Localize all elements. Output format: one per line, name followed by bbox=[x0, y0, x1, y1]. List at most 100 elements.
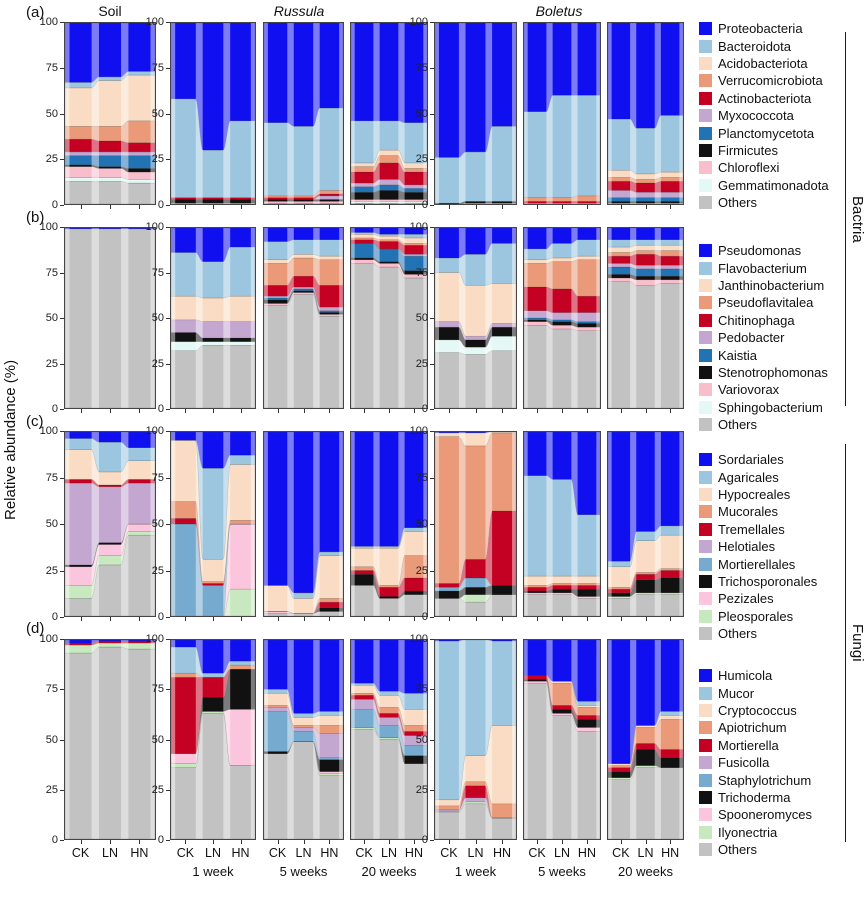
legend-swatch-icon bbox=[699, 74, 712, 88]
x-tick-mark bbox=[645, 840, 647, 844]
y-tick-mark bbox=[166, 363, 170, 365]
legend-label: Others bbox=[718, 195, 758, 211]
y-tick-mark bbox=[166, 570, 170, 572]
legend-swatch-icon bbox=[699, 22, 712, 36]
x-tick-mark bbox=[303, 617, 305, 621]
legend-label: Others bbox=[718, 842, 758, 858]
bracket-line bbox=[845, 32, 846, 406]
legend-item-janthinobacterium: Janthinobacterium bbox=[699, 277, 828, 294]
y-tick-mark bbox=[166, 840, 170, 841]
legend-label: Pezizales bbox=[718, 591, 774, 607]
stacked-area-chart bbox=[606, 638, 685, 841]
y-tick-mark bbox=[430, 363, 434, 365]
legend-label: Planctomycetota bbox=[718, 125, 815, 141]
legend-item-fusicolla: Fusicolla bbox=[699, 754, 812, 771]
x-tick-mark bbox=[475, 617, 477, 621]
y-tick-mark bbox=[60, 159, 64, 161]
y-tick-mark bbox=[60, 409, 64, 410]
legend-swatch-icon bbox=[699, 843, 712, 857]
time-label: 1 week bbox=[454, 864, 497, 879]
legend-swatch-icon bbox=[699, 278, 712, 292]
panel-d-russula-20weeks bbox=[349, 638, 429, 841]
legend-swatch-icon bbox=[699, 56, 712, 70]
legend-swatch-icon bbox=[699, 505, 712, 519]
legend-swatch-icon bbox=[699, 773, 712, 787]
x-tick-mark bbox=[329, 840, 331, 844]
x-tick-mark bbox=[670, 205, 672, 209]
x-tick-mark bbox=[80, 205, 82, 209]
x-tick-mark bbox=[277, 205, 279, 209]
y-tick-label: 50 bbox=[151, 733, 164, 746]
time-label: 5 weeks bbox=[538, 864, 586, 879]
x-tick-mark bbox=[586, 617, 588, 621]
x-category-label: HN bbox=[320, 846, 339, 860]
area-others bbox=[522, 325, 602, 410]
y-tick-mark bbox=[60, 318, 64, 319]
fungi-bracket: Fungi bbox=[845, 444, 865, 842]
legend-swatch-icon bbox=[699, 790, 712, 804]
x-category-label: LN bbox=[295, 846, 312, 860]
legend-swatch-icon bbox=[699, 738, 712, 752]
x-tick-mark bbox=[413, 409, 415, 413]
y-tick-mark bbox=[60, 363, 64, 365]
y-tick-label: 25 bbox=[151, 357, 164, 370]
x-tick-mark bbox=[303, 205, 305, 209]
column-title-boletus: Boletus bbox=[535, 3, 583, 19]
legend-bacteria-genera: Pseudomonas Flavobacterium Janthinobacteri… bbox=[699, 242, 828, 433]
panel-c-russula-1week bbox=[169, 430, 257, 618]
legend-swatch-icon bbox=[699, 400, 712, 414]
x-category-label: HN bbox=[231, 846, 250, 860]
y-tick-mark bbox=[430, 227, 434, 228]
legend-item-flavobacterium: Flavobacterium bbox=[699, 259, 828, 276]
legend-item-hypocreales: Hypocreales bbox=[699, 486, 817, 503]
x-category-label: CK bbox=[355, 846, 373, 860]
y-tick-mark bbox=[60, 639, 64, 640]
x-tick-mark bbox=[645, 617, 647, 621]
stacked-area-chart bbox=[349, 21, 429, 206]
panel-a-boletus-20weeks bbox=[606, 21, 685, 206]
y-tick-label: 25 bbox=[415, 153, 428, 166]
y-tick-label: 50 bbox=[45, 312, 58, 324]
legend-label: Kaistia bbox=[718, 347, 758, 363]
y-tick-label: 100 bbox=[39, 633, 58, 645]
x-tick-mark bbox=[448, 617, 450, 621]
legend-label: Proteobacteria bbox=[718, 21, 803, 37]
legend-item-actinobacteriota: Actinobacteriota bbox=[699, 90, 829, 107]
x-tick-mark bbox=[670, 409, 672, 413]
legend-item-sordariales: Sordariales bbox=[699, 451, 817, 468]
area-janthinobacterium bbox=[169, 295, 257, 322]
stacked-area-chart bbox=[522, 638, 602, 841]
panel-a-boletus-5weeks bbox=[522, 21, 602, 206]
legend-label: Sphingobacterium bbox=[718, 399, 823, 415]
y-tick-mark bbox=[60, 272, 64, 274]
panel-b-russula-20weeks bbox=[349, 226, 429, 410]
x-tick-mark bbox=[586, 205, 588, 209]
stacked-area-chart bbox=[433, 226, 518, 410]
y-tick-mark bbox=[430, 789, 434, 791]
x-tick-mark bbox=[185, 409, 187, 413]
legend-label: Firmicutes bbox=[718, 142, 778, 158]
x-tick-mark bbox=[562, 409, 563, 413]
x-tick-mark bbox=[139, 205, 141, 209]
legend-item-planctomycetota: Planctomycetota bbox=[699, 124, 829, 141]
x-tick-mark bbox=[240, 205, 242, 209]
y-tick-label: 75 bbox=[415, 266, 428, 279]
panel-c-boletus-1week bbox=[433, 430, 518, 618]
x-tick-mark bbox=[80, 840, 82, 844]
x-tick-mark bbox=[670, 617, 672, 621]
x-tick-mark bbox=[537, 409, 539, 413]
y-tick-mark bbox=[166, 159, 170, 161]
legend-label: Mucorales bbox=[718, 504, 778, 520]
stacked-area-chart bbox=[522, 226, 602, 410]
legend-swatch-icon bbox=[699, 808, 712, 822]
panel-c-boletus-5weeks bbox=[522, 430, 602, 618]
legend-item-apiotrichum: Apiotrichum bbox=[699, 719, 812, 736]
legend-item-pezizales: Pezizales bbox=[699, 590, 817, 607]
y-tick-label: 25 bbox=[45, 153, 58, 166]
stacked-area-chart bbox=[63, 21, 157, 206]
panel-c-soil bbox=[63, 430, 157, 618]
y-tick-label: 75 bbox=[415, 61, 428, 74]
y-tick-mark bbox=[166, 639, 170, 640]
y-tick-label: 25 bbox=[151, 153, 164, 166]
y-tick-mark bbox=[166, 617, 170, 618]
